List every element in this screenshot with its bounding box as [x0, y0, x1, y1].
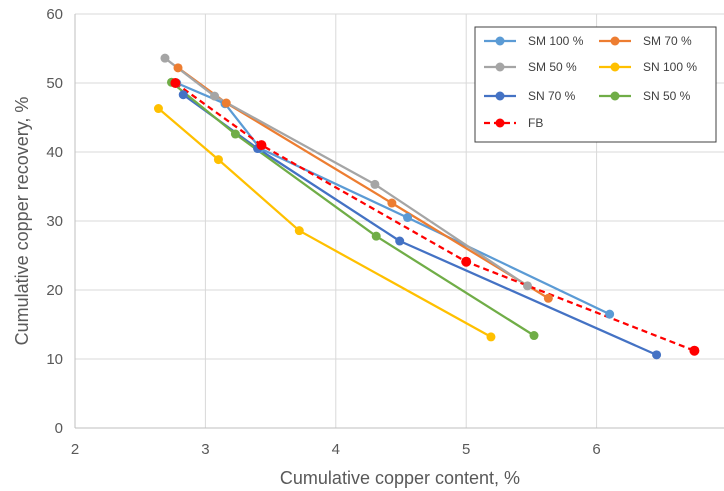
x-tick-label: 2 — [71, 441, 79, 458]
data-point-fb — [170, 78, 181, 88]
legend: SM 100 % SM 70 % SM 50 % SN 100 % SN 70 % SN … — [474, 26, 717, 143]
data-point-sm-50 — [160, 53, 170, 63]
legend-swatch-marker — [495, 91, 505, 101]
series-lines — [157, 57, 695, 356]
data-point-sm-50 — [210, 91, 220, 101]
x-tick-label: 4 — [332, 441, 340, 458]
data-point-sn-50 — [230, 129, 240, 139]
data-point-sm-50 — [522, 281, 532, 291]
data-point-sm-50 — [370, 179, 380, 189]
y-axis-title: Cumulative copper recovery, % — [12, 97, 32, 346]
data-point-sn-50 — [371, 231, 381, 241]
data-point-sn-70 — [178, 90, 188, 100]
data-point-sn-100 — [153, 104, 163, 114]
y-tick-label: 50 — [46, 75, 63, 92]
data-point-sn-70 — [395, 236, 405, 246]
series-points — [153, 53, 700, 360]
data-point-sm-70 — [543, 293, 553, 303]
legend-swatch-marker — [495, 36, 505, 46]
legend-label-fb: FB — [528, 116, 543, 130]
data-point-sm-70 — [221, 98, 231, 108]
y-tick-label: 0 — [55, 420, 63, 437]
legend-label-sn-70: SN 70 % — [528, 89, 576, 103]
legend-label-sm-50: SM 50 % — [528, 60, 577, 74]
data-point-sn-100 — [486, 332, 496, 342]
legend-label-sm-70: SM 70 % — [643, 34, 692, 48]
legend-label-sn-50: SN 50 % — [643, 89, 691, 103]
data-point-sm-100 — [403, 213, 413, 223]
y-tick-label: 60 — [46, 6, 63, 23]
x-tick-label: 3 — [201, 441, 209, 458]
y-tick-label: 40 — [46, 144, 63, 161]
data-point-sm-70 — [173, 63, 183, 73]
series-line-fb — [174, 82, 695, 352]
x-tick-labels: 2 3 4 5 6 — [71, 441, 601, 458]
legend-swatch-marker — [610, 62, 620, 72]
x-tick-label: 6 — [592, 441, 600, 458]
x-axis-title: Cumulative copper content, % — [280, 468, 520, 488]
legend-label-sm-100: SM 100 % — [528, 34, 584, 48]
data-point-fb — [256, 140, 267, 151]
legend-label-sn-100: SN 100 % — [643, 60, 697, 74]
y-tick-labels: 0 10 20 30 40 50 60 — [46, 6, 63, 437]
data-point-sm-70 — [387, 198, 397, 208]
data-point-sn-100 — [294, 226, 304, 236]
data-point-fb — [689, 345, 700, 356]
legend-swatch-marker — [495, 118, 505, 128]
data-point-fb — [461, 256, 472, 267]
y-tick-label: 30 — [46, 213, 63, 230]
y-tick-label: 20 — [46, 282, 63, 299]
y-tick-label: 10 — [46, 351, 63, 368]
data-point-sn-100 — [213, 155, 223, 165]
legend-swatch-marker — [610, 36, 620, 46]
series-line-sn-100 — [157, 107, 492, 338]
data-point-sm-100 — [605, 309, 615, 319]
series-line-sn-50 — [170, 81, 535, 337]
data-point-sn-50 — [529, 331, 539, 341]
x-tick-label: 5 — [462, 441, 470, 458]
series-line-sm-50 — [164, 57, 529, 287]
legend-swatch-marker — [610, 91, 620, 101]
legend-swatch-marker — [495, 62, 505, 72]
data-point-sn-70 — [652, 350, 662, 360]
